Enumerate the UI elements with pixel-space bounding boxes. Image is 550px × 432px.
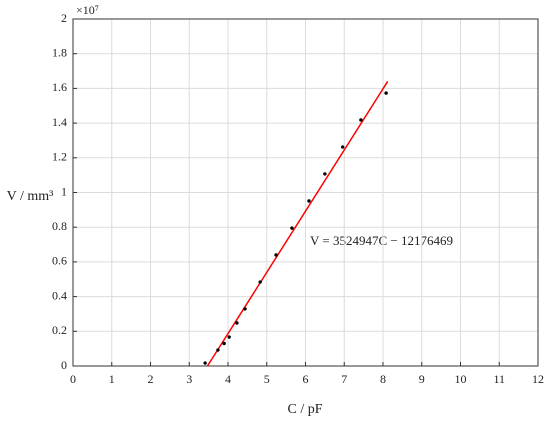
y-tick-label: 0 xyxy=(61,358,67,372)
data-point xyxy=(274,253,278,257)
y-tick-label: 2 xyxy=(61,11,67,25)
data-point xyxy=(216,348,220,352)
y-tick-label: 1.8 xyxy=(52,45,67,59)
y-tick-label: 1.6 xyxy=(52,80,67,94)
x-tick-label: 10 xyxy=(455,372,467,386)
y-tick-label: 0.4 xyxy=(52,288,67,302)
y-tick-label: 0.8 xyxy=(52,219,67,233)
y-tick-label: 1 xyxy=(61,184,67,198)
data-point xyxy=(258,280,262,284)
y-multiplier: ×10⁷ xyxy=(76,3,99,17)
y-tick-label: 1.2 xyxy=(52,150,67,164)
x-tick-label: 4 xyxy=(225,372,231,386)
x-tick-label: 7 xyxy=(341,372,347,386)
x-tick-label: 5 xyxy=(264,372,270,386)
x-tick-label: 2 xyxy=(148,372,154,386)
data-point xyxy=(203,361,207,365)
fit-equation: V = 3524947C − 12176469 xyxy=(310,233,453,248)
data-point xyxy=(384,91,388,95)
data-point xyxy=(243,307,247,311)
data-point xyxy=(235,321,239,325)
data-point xyxy=(222,341,226,346)
y-tick-label: 0.2 xyxy=(52,323,67,337)
data-point xyxy=(359,118,363,122)
x-tick-label: 9 xyxy=(419,372,425,386)
fit-line xyxy=(206,81,389,367)
data-point xyxy=(290,226,294,230)
data-point xyxy=(341,145,345,149)
y-tick-label: 1.4 xyxy=(52,115,67,129)
y-axis-label: V / mm³ xyxy=(7,189,54,204)
x-tick-label: 12 xyxy=(532,372,544,386)
y-tick-label: 0.6 xyxy=(52,254,67,268)
data-point xyxy=(227,335,231,339)
x-tick-label: 3 xyxy=(186,372,192,386)
x-tick-label: 6 xyxy=(303,372,309,386)
x-tick-label: 8 xyxy=(380,372,386,386)
x-tick-label: 0 xyxy=(70,372,76,386)
data-point xyxy=(307,199,311,203)
x-tick-label: 1 xyxy=(109,372,115,386)
plot-frame xyxy=(72,18,539,367)
x-tick-label: 11 xyxy=(493,372,505,386)
data-point xyxy=(323,172,327,176)
x-axis-label: C / pF xyxy=(287,402,322,417)
